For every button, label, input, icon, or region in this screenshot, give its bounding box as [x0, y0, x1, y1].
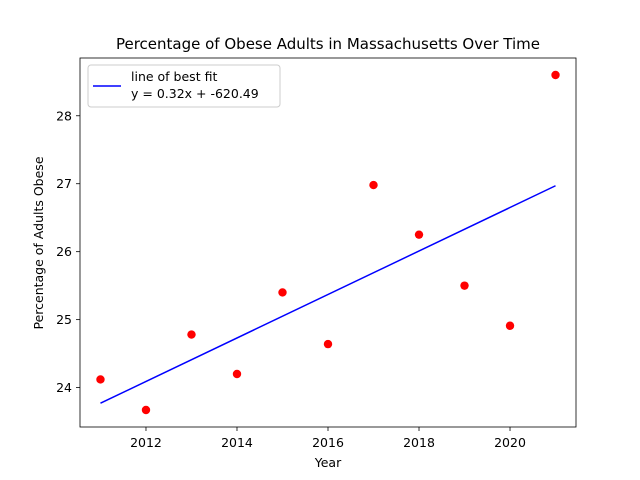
- data-point: [414, 230, 424, 239]
- x-tick-label: 2014: [221, 435, 253, 450]
- data-point: [323, 339, 333, 349]
- data-point: [232, 369, 242, 379]
- legend-entry-name: line of best fit: [131, 69, 217, 84]
- data-point: [141, 405, 151, 415]
- data-point: [96, 375, 105, 384]
- x-tick-label: 2020: [494, 435, 526, 450]
- x-tick-label: 2012: [130, 435, 162, 450]
- y-tick-label: 27: [56, 176, 72, 191]
- data-point: [460, 281, 469, 290]
- y-tick-label: 25: [56, 312, 72, 327]
- legend-entry-equation: y = 0.32x + -620.49: [131, 86, 259, 101]
- best-fit-line: [100, 185, 556, 404]
- y-axis-label: Percentage of Adults Obese: [31, 156, 46, 329]
- legend: line of best fit y = 0.32x + -620.49: [87, 64, 281, 108]
- data-point: [187, 330, 196, 339]
- x-tick-label: 2016: [312, 435, 344, 450]
- data-point: [505, 321, 515, 330]
- data-point: [278, 288, 287, 297]
- axes-frame: [79, 57, 577, 428]
- legend-box: [87, 64, 281, 108]
- y-tick-label: 28: [56, 108, 72, 123]
- y-tick-label: 26: [56, 244, 72, 259]
- data-point: [369, 180, 378, 190]
- x-axis-label: Year: [314, 455, 342, 470]
- data-point: [551, 70, 560, 80]
- y-tick-label: 24: [56, 380, 72, 395]
- plot-area: 2012 2014 2016 2018 2020 24 25 26 27 28: [56, 57, 577, 450]
- chart-title: Percentage of Obese Adults in Massachuse…: [116, 35, 540, 53]
- x-tick-label: 2018: [403, 435, 435, 450]
